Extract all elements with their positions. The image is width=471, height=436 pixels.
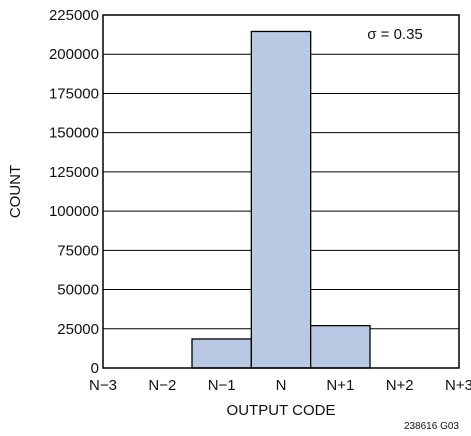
x-tick-label: N−2 bbox=[148, 377, 176, 394]
y-tick-label: 25000 bbox=[57, 321, 99, 338]
y-tick-label: 75000 bbox=[57, 242, 99, 259]
x-tick-label: N+3 bbox=[445, 377, 471, 394]
figure-id: 238616 G03 bbox=[404, 421, 459, 432]
bar bbox=[310, 324, 371, 369]
x-tick-label: N+2 bbox=[386, 377, 414, 394]
y-tick-label: 125000 bbox=[49, 164, 99, 181]
x-tick-label: N+1 bbox=[326, 377, 354, 394]
x-axis-title: OUTPUT CODE bbox=[227, 402, 336, 419]
y-tick-label: 150000 bbox=[49, 125, 99, 142]
plot-frame bbox=[102, 14, 460, 369]
y-tick-label: 50000 bbox=[57, 282, 99, 299]
y-tick-label: 175000 bbox=[49, 85, 99, 102]
y-tick-label: 200000 bbox=[49, 46, 99, 63]
y-tick-label: 100000 bbox=[49, 203, 99, 220]
bar bbox=[191, 338, 252, 369]
bar-layer bbox=[191, 30, 371, 369]
y-tick-label: 225000 bbox=[49, 7, 99, 24]
x-tick-label: N−1 bbox=[208, 377, 236, 394]
sigma-annotation: σ = 0.35 bbox=[367, 26, 423, 43]
y-axis-title: COUNT bbox=[7, 165, 24, 218]
y-tick-labels: 0 25000 50000 75000 100000 125000 150000 175000… bbox=[49, 7, 99, 377]
x-tick-labels: N−3 N−2 N−1 N N+1 N+2 N+3 bbox=[89, 377, 471, 394]
y-tick-label: 0 bbox=[91, 360, 99, 377]
x-tick-label: N−3 bbox=[89, 377, 117, 394]
bar bbox=[250, 30, 312, 369]
x-tick-label: N bbox=[276, 377, 287, 394]
